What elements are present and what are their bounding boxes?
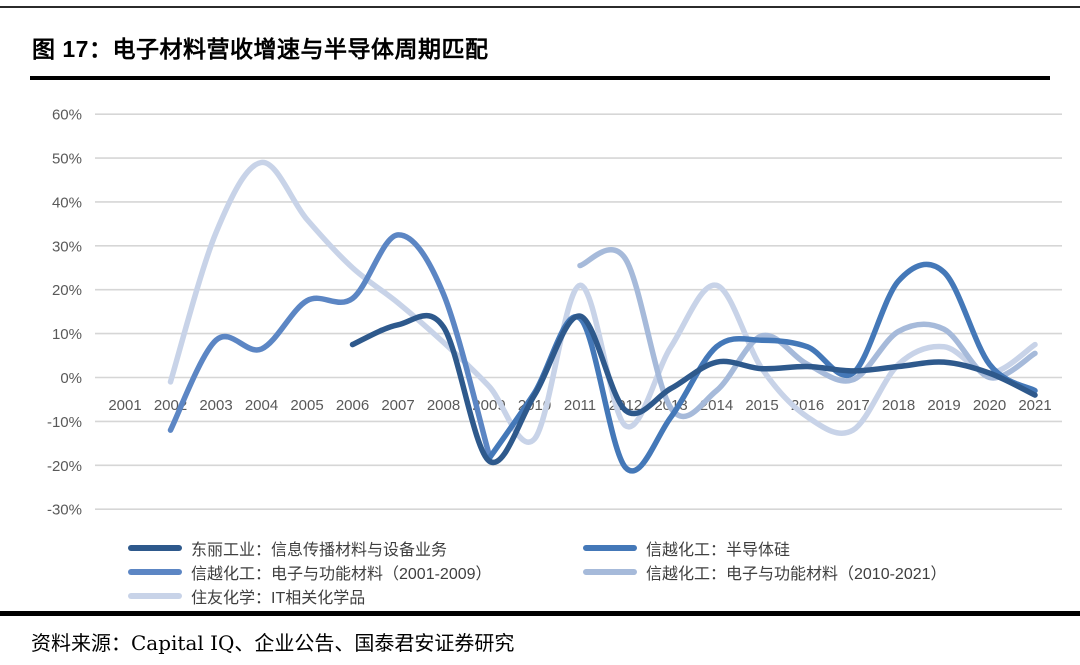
x-axis-tick-label: 2015 xyxy=(745,397,778,414)
x-axis-tick-label: 2003 xyxy=(199,397,232,414)
title-underline xyxy=(30,76,1050,80)
y-axis-tick-label: 0% xyxy=(60,370,82,387)
legend-item: 信越化工：电子与功能材料（2010-2021） xyxy=(583,560,947,584)
x-axis-tick-label: 2007 xyxy=(381,397,414,414)
legend-item: 信越化工：电子与功能材料（2001-2009） xyxy=(128,560,583,584)
x-axis-tick-label: 2017 xyxy=(836,397,869,414)
x-axis-tick-label: 2008 xyxy=(427,397,460,414)
legend-item: 信越化工：半导体硅 xyxy=(583,536,790,560)
line-chart: 60%50%40%30%20%10%0%-10%-20%-30%2001 2002… xyxy=(47,107,1062,519)
legend-label: 住友化学：IT相关化学品 xyxy=(191,590,366,607)
y-axis-tick-label: 40% xyxy=(52,194,82,211)
legend-swatch xyxy=(128,569,182,575)
series-line xyxy=(349,312,1038,466)
y-axis-tick-label: 20% xyxy=(52,282,82,299)
legend-item: 东丽工业：信息传播材料与设备业务 xyxy=(128,536,583,560)
y-axis-tick-label: 10% xyxy=(52,326,82,343)
x-axis-tick-label: 2001 xyxy=(108,397,141,414)
legend-swatch xyxy=(583,569,637,575)
y-axis-tick-label: -20% xyxy=(47,458,82,475)
legend-swatch xyxy=(583,545,637,551)
legend-swatch xyxy=(128,593,182,599)
top-border-line xyxy=(0,6,1080,8)
legend-label: 东丽工业：信息传播材料与设备业务 xyxy=(191,542,448,559)
legend-item: 住友化学：IT相关化学品 xyxy=(128,584,583,608)
legend-label: 信越化工：电子与功能材料（2010-2021） xyxy=(646,566,947,583)
x-axis-tick-label: 2018 xyxy=(882,397,915,414)
series-line xyxy=(167,232,492,458)
series-line xyxy=(577,247,1038,419)
x-axis-tick-label: 2021 xyxy=(1018,397,1051,414)
x-axis-tick-label: 2005 xyxy=(290,397,323,414)
legend-label: 信越化工：电子与功能材料（2001-2009） xyxy=(191,566,492,583)
chart-legend: 东丽工业：信息传播材料与设备业务 信越化工：半导体硅 信越化工：电子与功能材料（20… xyxy=(128,536,947,608)
y-axis-tick-label: 50% xyxy=(52,151,82,168)
series-line xyxy=(167,159,1038,445)
y-axis-tick-label: 60% xyxy=(52,107,82,124)
figure-title: 图 17：电子材料营收增速与半导体周期匹配 xyxy=(32,36,489,62)
x-axis-tick-label: 2019 xyxy=(927,397,960,414)
bottom-border-line xyxy=(0,611,1080,616)
legend-swatch xyxy=(128,545,182,551)
y-axis-tick-label: -10% xyxy=(47,414,82,431)
x-axis-tick-label: 2011 xyxy=(564,397,596,414)
y-axis-tick-label: 30% xyxy=(52,238,82,255)
legend-row: 东丽工业：信息传播材料与设备业务 信越化工：半导体硅 xyxy=(128,536,947,560)
legend-row: 住友化学：IT相关化学品 xyxy=(128,584,947,608)
source-note: 资料来源：Capital IQ、企业公告、国泰君安证券研究 xyxy=(31,631,515,655)
legend-label: 信越化工：半导体硅 xyxy=(646,542,791,559)
x-axis-tick-label: 2020 xyxy=(973,397,1006,414)
legend-row: 信越化工：电子与功能材料（2001-2009） 信越化工：电子与功能材料（2010… xyxy=(128,560,947,584)
y-axis-tick-label: -30% xyxy=(47,502,82,519)
x-axis-tick-label: 2006 xyxy=(336,397,369,414)
x-axis-tick-label: 2004 xyxy=(245,397,278,414)
